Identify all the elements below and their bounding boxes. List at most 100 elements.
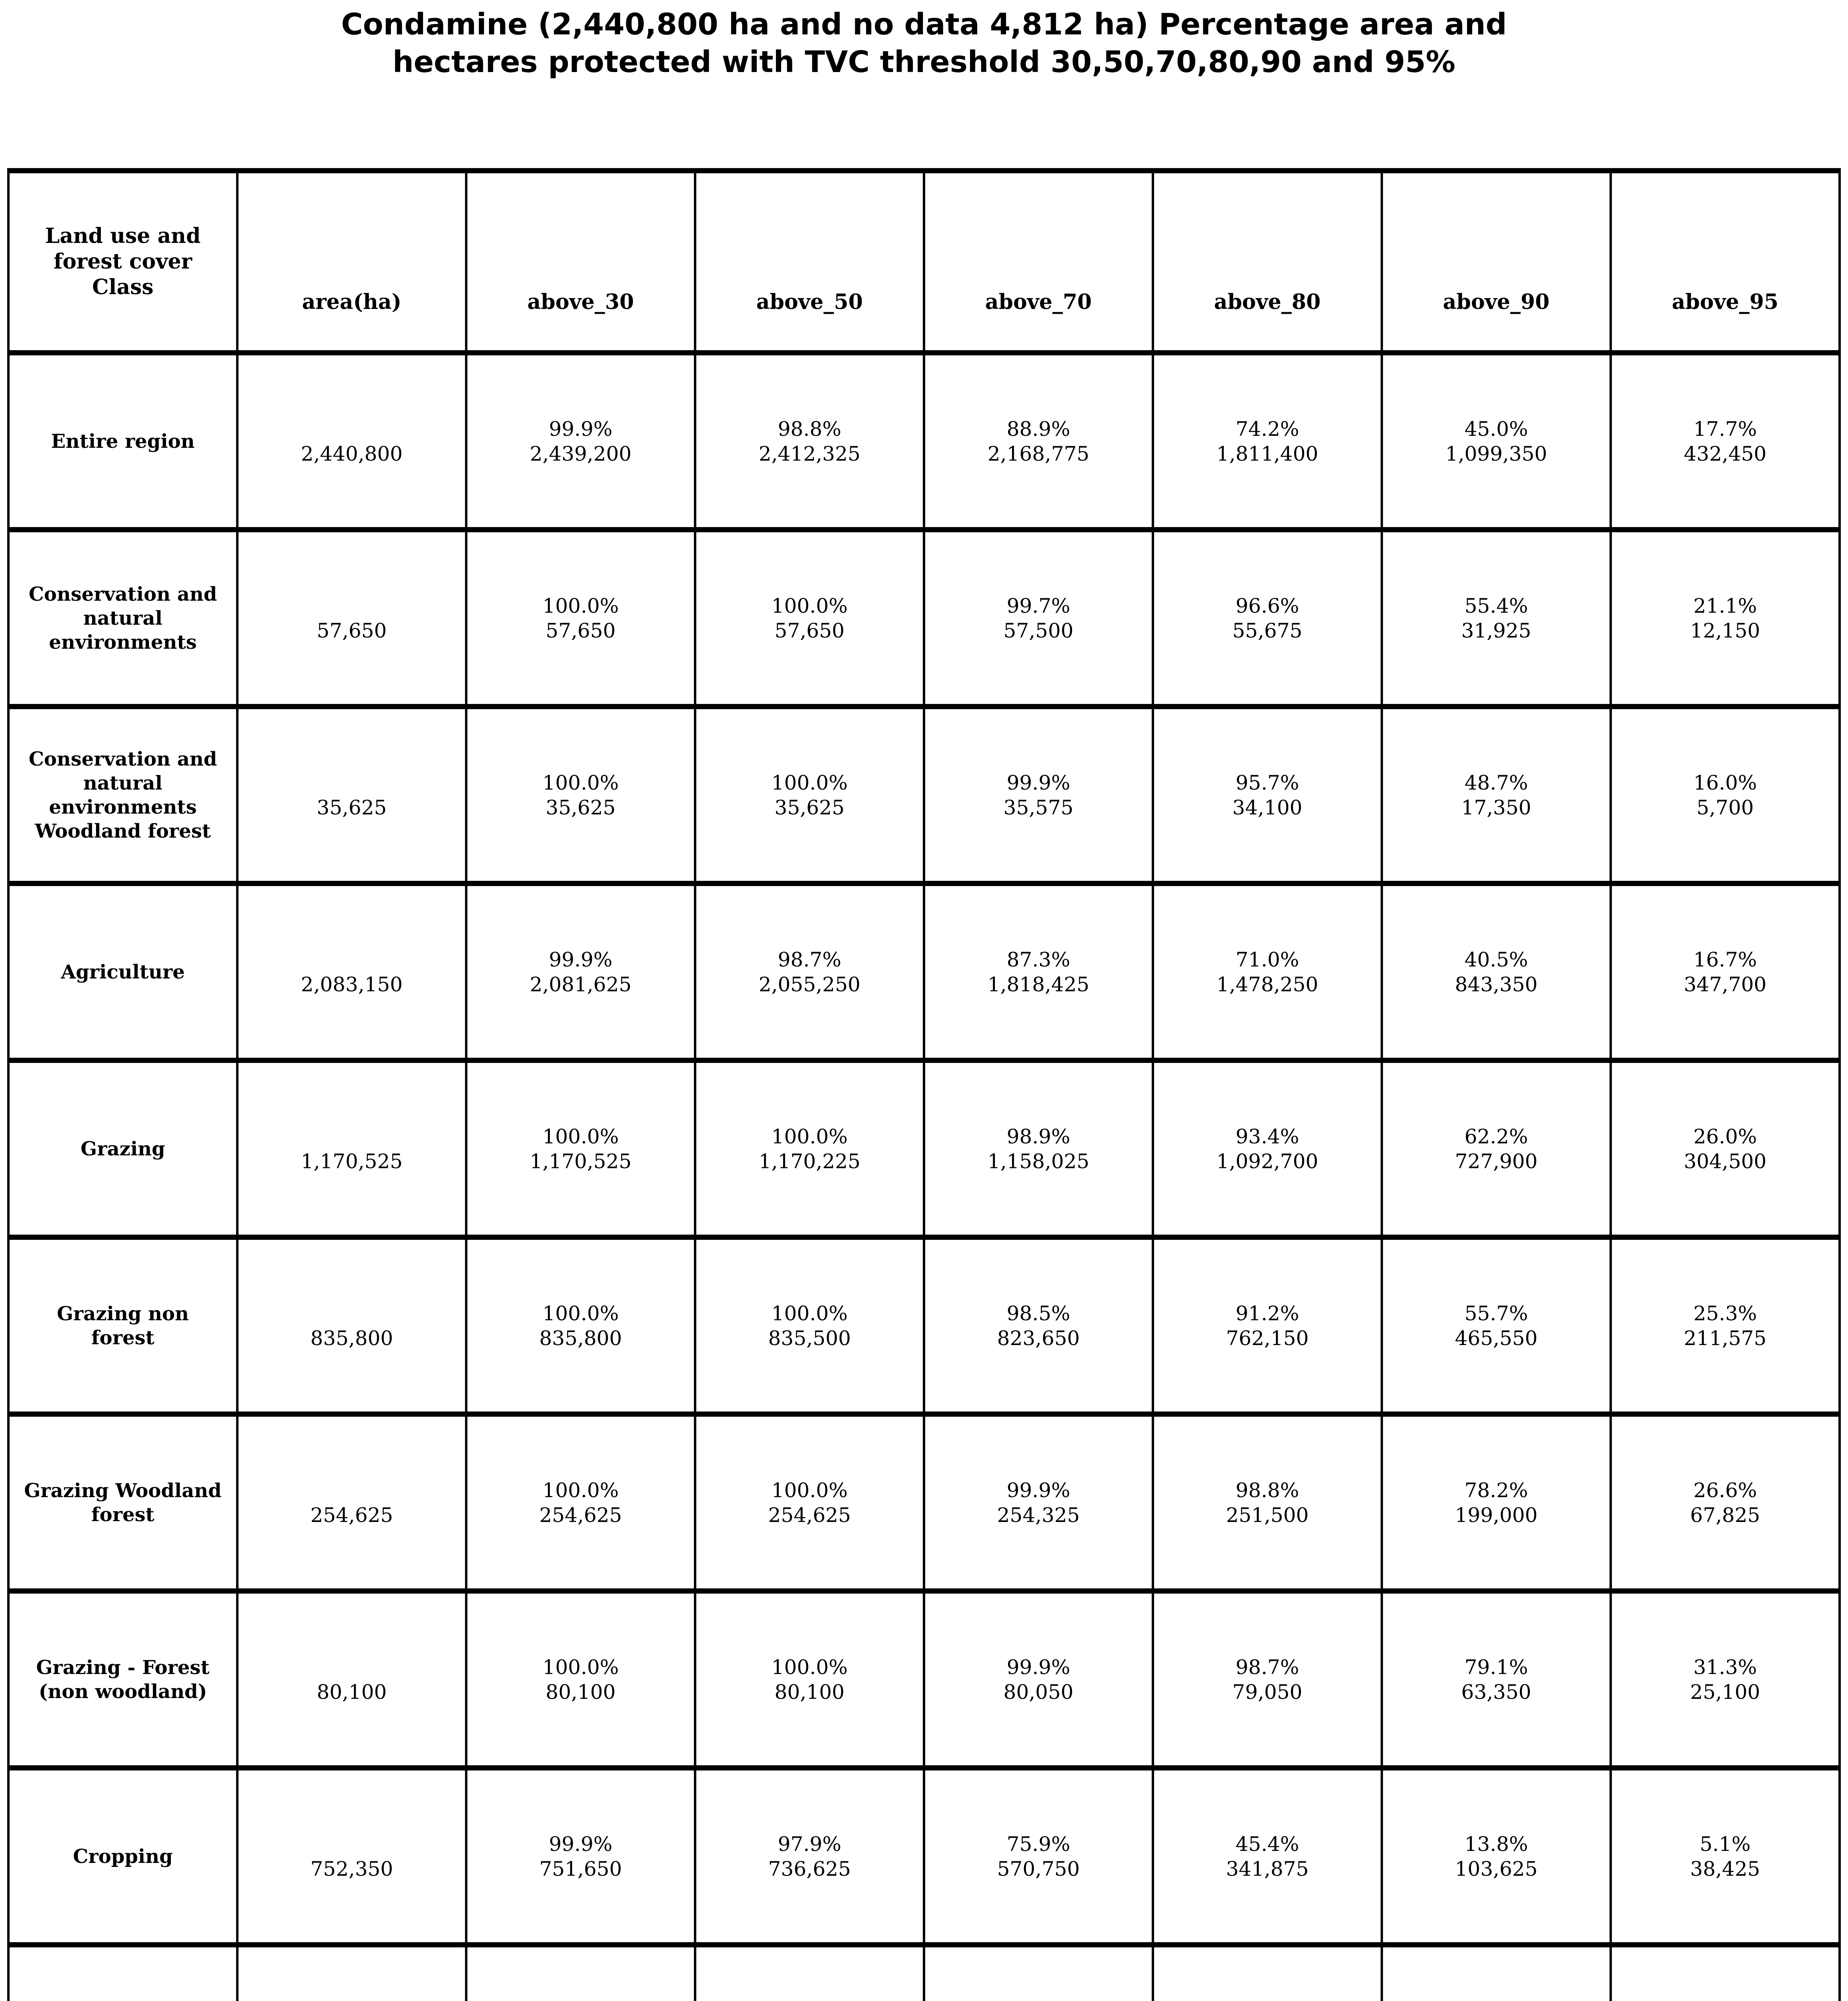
area-value: 57,650	[317, 619, 387, 642]
threshold-cell: 26.6% 67,825	[1609, 1412, 1841, 1594]
threshold-percent: 25.3%	[1693, 1301, 1757, 1325]
row-label: Grazing	[7, 1058, 239, 1240]
threshold-cell: 62.2% 727,900	[1381, 1058, 1612, 1240]
threshold-cell: 99.9% 2,439,200	[465, 350, 696, 532]
row-label: Grazing - Forest (non woodland)	[7, 1588, 239, 1770]
threshold-hectares: 57,650	[545, 619, 616, 642]
threshold-percent: 99.9%	[1006, 771, 1070, 794]
threshold-cell: 100.0% 254,625	[694, 1412, 925, 1594]
threshold-percent: 5.1%	[1700, 1832, 1751, 1856]
threshold-cell: 98.9% 1,158,025	[923, 1058, 1154, 1240]
row-label: Conservation and natural environments	[7, 527, 239, 709]
threshold-percent: 26.6%	[1693, 1478, 1757, 1502]
area-value: 35,625	[317, 796, 387, 819]
threshold-cell: 45.0% 1,099,350	[1381, 350, 1612, 532]
threshold-cell: 26.0% 304,500	[1609, 1058, 1841, 1240]
area-cell: 254,625	[236, 1412, 467, 1594]
area-cell: 160,000	[236, 1942, 467, 2001]
threshold-cell: 55.9%89,375	[923, 1942, 1154, 2001]
threshold-percent: 100.0%	[771, 1655, 848, 1679]
column-header: above_95	[1609, 168, 1841, 355]
area-cell: 35,625	[236, 704, 467, 886]
threshold-hectares: 35,625	[545, 796, 616, 819]
threshold-hectares: 727,900	[1455, 1149, 1538, 1173]
threshold-cell: 100.0% 57,650	[465, 527, 696, 709]
area-cell: 1,170,525	[236, 1058, 467, 1240]
threshold-cell: 95.7% 34,100	[1152, 704, 1383, 886]
area-value: 254,625	[310, 1503, 393, 1527]
threshold-cell: 55.4% 31,925	[1381, 527, 1612, 709]
threshold-cell: 31.3% 25,100	[1609, 1588, 1841, 1770]
threshold-cell: 100.0% 35,625	[694, 704, 925, 886]
threshold-cell: 17.7% 432,450	[1609, 350, 1841, 532]
threshold-percent: 100.0%	[771, 594, 848, 618]
threshold-percent: 100.0%	[542, 1478, 619, 1502]
threshold-hectares: 199,000	[1455, 1503, 1538, 1527]
table-header: Land use and forest cover Class area(ha) a…	[7, 168, 1841, 355]
threshold-hectares: 254,625	[539, 1503, 622, 1527]
page-title-line2: hectares protected with TVC threshold 30…	[393, 45, 1455, 79]
area-cell: 752,350	[236, 1765, 467, 1947]
area-cell: 80,100	[236, 1588, 467, 1770]
table-row: Entire region 2,440,800 99.9% 2,439,200 98.8…	[7, 350, 1841, 532]
threshold-percent: 48.7%	[1464, 771, 1528, 794]
threshold-percent: 31.3%	[1693, 1655, 1757, 1679]
threshold-hectares: 341,875	[1226, 1857, 1309, 1881]
table-row: Irrigation160,00099.5%159,17592.6%148,12…	[7, 1942, 1841, 2001]
threshold-hectares: 254,625	[768, 1503, 851, 1527]
threshold-cell: 25.3% 211,575	[1609, 1235, 1841, 1417]
threshold-percent: 62.2%	[1464, 1125, 1528, 1148]
threshold-hectares: 1,170,225	[758, 1149, 861, 1173]
threshold-cell: 98.5% 823,650	[923, 1235, 1154, 1417]
threshold-hectares: 55,675	[1232, 619, 1303, 642]
threshold-hectares: 304,500	[1684, 1149, 1767, 1173]
area-cell: 2,083,150	[236, 881, 467, 1063]
page-title: Condamine (2,440,800 ha and no data 4,81…	[0, 6, 1848, 81]
threshold-hectares: 2,412,325	[758, 442, 861, 465]
threshold-cell: 78.2% 199,000	[1381, 1412, 1612, 1594]
threshold-hectares: 80,100	[545, 1680, 616, 1704]
threshold-cell: 71.0% 1,478,250	[1152, 881, 1383, 1063]
threshold-hectares: 12,150	[1690, 619, 1760, 642]
threshold-cell: 75.9% 570,750	[923, 1765, 1154, 1947]
threshold-cell: 40.5% 843,350	[1381, 881, 1612, 1063]
threshold-cell: 98.7% 2,055,250	[694, 881, 925, 1063]
threshold-hectares: 80,050	[1003, 1680, 1074, 1704]
area-cell: 835,800	[236, 1235, 467, 1417]
threshold-cell: 97.9% 736,625	[694, 1765, 925, 1947]
threshold-cell: 100.0% 1,170,525	[465, 1058, 696, 1240]
threshold-cell: 100.0% 1,170,225	[694, 1058, 925, 1240]
column-header: above_90	[1381, 168, 1612, 355]
threshold-percent: 100.0%	[771, 1301, 848, 1325]
threshold-cell: 99.5%159,175	[465, 1942, 696, 2001]
threshold-hectares: 38,425	[1690, 1857, 1760, 1881]
threshold-cell: 79.1% 63,350	[1381, 1588, 1612, 1770]
column-header: area(ha)	[236, 168, 467, 355]
threshold-percent: 98.7%	[1235, 1655, 1299, 1679]
threshold-percent: 45.0%	[1464, 417, 1528, 441]
table-row: Conservation and natural environments Wo…	[7, 704, 1841, 886]
threshold-hectares: 63,350	[1461, 1680, 1531, 1704]
row-label: Agriculture	[7, 881, 239, 1063]
threshold-hectares: 254,325	[997, 1503, 1080, 1527]
land-use-table: Land use and forest cover Class area(ha) a…	[7, 168, 1841, 2001]
threshold-hectares: 34,100	[1232, 796, 1303, 819]
threshold-percent: 98.8%	[1235, 1478, 1299, 1502]
threshold-percent: 99.9%	[1006, 1655, 1070, 1679]
threshold-percent: 100.0%	[542, 1125, 619, 1148]
column-header: above_30	[465, 168, 696, 355]
threshold-cell: 99.9% 254,325	[923, 1412, 1154, 1594]
threshold-hectares: 57,500	[1003, 619, 1074, 642]
threshold-percent: 16.7%	[1693, 948, 1757, 971]
threshold-cell: 21.1% 12,150	[1609, 527, 1841, 709]
threshold-cell: 100.0% 835,500	[694, 1235, 925, 1417]
threshold-cell: 99.9% 2,081,625	[465, 881, 696, 1063]
threshold-cell: 45.4% 341,875	[1152, 1765, 1383, 1947]
threshold-percent: 99.9%	[1006, 1478, 1070, 1502]
threshold-hectares: 5,700	[1696, 796, 1754, 819]
table-row: Conservation and natural environments 57,…	[7, 527, 1841, 709]
threshold-percent: 98.5%	[1006, 1301, 1070, 1325]
threshold-cell: 16.0% 5,700	[1609, 704, 1841, 886]
threshold-cell: 93.4% 1,092,700	[1152, 1058, 1383, 1240]
threshold-hectares: 835,800	[539, 1326, 622, 1350]
